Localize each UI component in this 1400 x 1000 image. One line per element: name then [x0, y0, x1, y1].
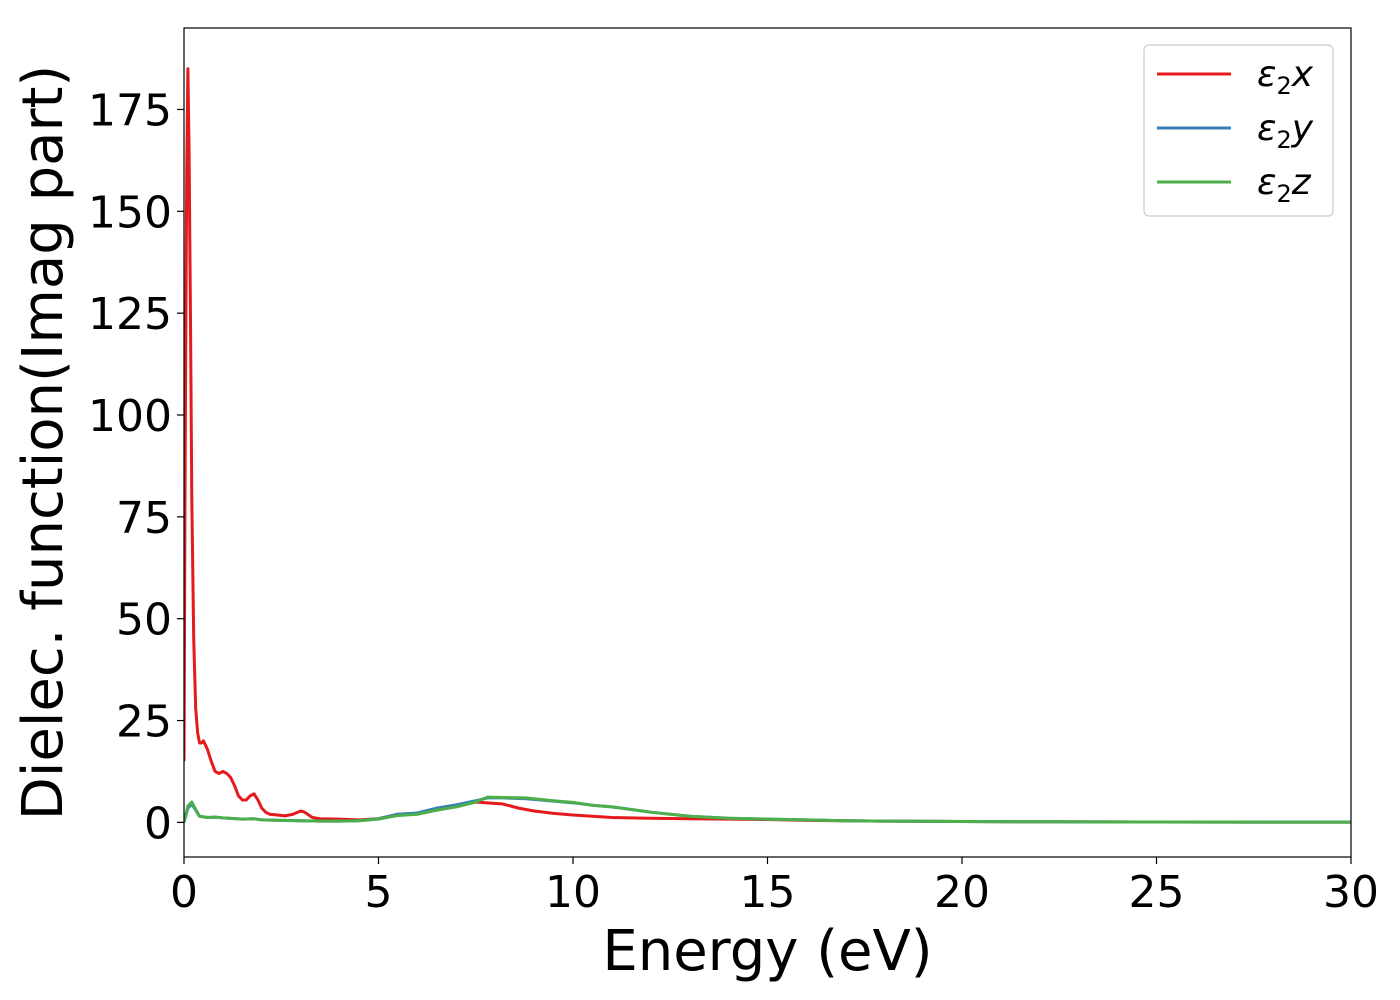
y-tick-label: 0	[144, 798, 172, 849]
y-tick-label: 100	[88, 391, 172, 442]
series-line-z	[184, 795, 1351, 824]
y-tick-label: 125	[88, 289, 172, 340]
series-line-x	[184, 67, 1351, 824]
y-tick-label: 75	[116, 493, 172, 544]
y-tick-label: 25	[116, 697, 172, 748]
legend-label-z: ε2z	[1257, 162, 1312, 208]
legend-label-y: ε2y	[1257, 108, 1314, 154]
x-tick-label: 25	[1129, 867, 1185, 918]
x-tick-label: 30	[1323, 867, 1379, 918]
x-tick-label: 10	[545, 867, 601, 918]
y-axis-label: Dielec. function(Imag part)	[11, 65, 76, 821]
legend-box	[1143, 44, 1334, 217]
y-tick-label: 175	[88, 85, 172, 136]
x-tick-label: 20	[934, 867, 990, 918]
legend-label-x: ε2x	[1257, 54, 1314, 100]
y-tick-label: 150	[88, 187, 172, 238]
x-tick-label: 5	[365, 867, 393, 918]
x-tick-label: 15	[740, 867, 796, 918]
x-tick-label: 0	[170, 867, 198, 918]
axes: 0 5 10 15 20 25 30 0 25 50 75 100 125 150 175	[88, 27, 1379, 918]
x-axis-label: Energy (eV)	[602, 919, 932, 984]
plot-area	[184, 67, 1351, 824]
y-tick-label: 50	[116, 595, 172, 646]
legend: ε2x ε2y ε2z	[1143, 44, 1334, 217]
